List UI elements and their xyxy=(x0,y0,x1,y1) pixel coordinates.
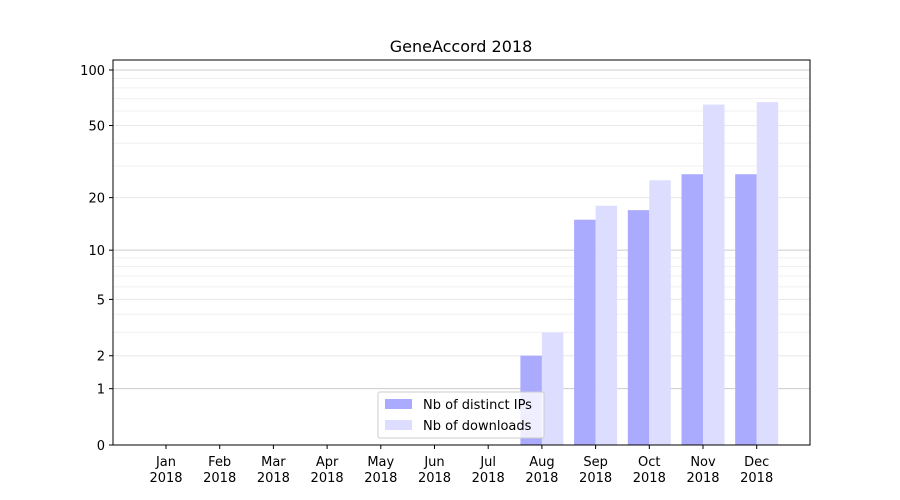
bars xyxy=(520,102,779,445)
legend-swatch-distinct-ips xyxy=(385,399,412,409)
x-tick-label-year: 2018 xyxy=(686,471,719,486)
x-tick-label-month: Nov xyxy=(690,455,716,470)
x-tick-label-month: Jun xyxy=(423,455,444,470)
y-tick-label: 20 xyxy=(88,192,105,207)
chart-title: GeneAccord 2018 xyxy=(390,37,533,56)
x-tick-label-month: Jan xyxy=(155,455,176,470)
legend: Nb of distinct IPs Nb of downloads xyxy=(377,391,545,439)
x-tick-label-month: Aug xyxy=(529,455,554,470)
x-axis: Jan2018Feb2018Mar2018Apr2018May2018Jun20… xyxy=(149,445,773,486)
y-tick-label: 1 xyxy=(97,383,105,398)
legend-box xyxy=(377,391,545,439)
x-tick-label-year: 2018 xyxy=(740,471,773,486)
x-tick-label-month: May xyxy=(367,455,394,470)
x-tick-label-month: Dec xyxy=(744,455,769,470)
x-tick-label-year: 2018 xyxy=(311,471,344,486)
x-tick-label-month: Jul xyxy=(479,455,496,470)
x-tick-label-year: 2018 xyxy=(257,471,290,486)
x-tick-label-year: 2018 xyxy=(633,471,666,486)
grid-lines xyxy=(113,69,810,390)
y-tick-label: 100 xyxy=(80,64,105,79)
x-tick-label-year: 2018 xyxy=(472,471,505,486)
bar-distinct-ips xyxy=(735,174,757,445)
bar-downloads xyxy=(703,104,725,445)
legend-label-downloads: Nb of downloads xyxy=(423,419,532,434)
y-tick-label: 10 xyxy=(88,244,105,259)
x-tick-label-year: 2018 xyxy=(149,471,182,486)
y-axis: 0 1 2 5 10 20 50 100 xyxy=(80,64,113,454)
x-tick-label-year: 2018 xyxy=(579,471,612,486)
x-tick-label-month: Oct xyxy=(638,455,660,470)
bar-downloads xyxy=(541,332,564,445)
x-tick-label-year: 2018 xyxy=(525,471,558,486)
x-tick-label-year: 2018 xyxy=(418,471,451,486)
x-tick-label-month: Apr xyxy=(316,455,339,470)
y-tick-label: 5 xyxy=(97,293,105,308)
y-tick-label: 0 xyxy=(97,439,105,454)
bar-downloads xyxy=(756,102,779,445)
plot-area xyxy=(112,59,811,446)
x-tick-label-month: Sep xyxy=(583,455,608,470)
bar-distinct-ips xyxy=(574,219,596,445)
bar-distinct-ips xyxy=(627,210,650,445)
bar-downloads xyxy=(649,180,671,445)
legend-swatch-downloads xyxy=(385,420,412,430)
y-tick-label: 2 xyxy=(97,350,105,365)
bar-downloads xyxy=(595,205,618,445)
x-tick-label-month: Feb xyxy=(208,455,231,470)
x-tick-label-year: 2018 xyxy=(203,471,236,486)
legend-label-distinct-ips: Nb of distinct IPs xyxy=(423,398,532,413)
x-tick-label-month: Mar xyxy=(261,455,286,470)
y-tick-label: 50 xyxy=(88,120,105,135)
x-tick-label-year: 2018 xyxy=(364,471,397,486)
bar-distinct-ips xyxy=(681,174,703,445)
